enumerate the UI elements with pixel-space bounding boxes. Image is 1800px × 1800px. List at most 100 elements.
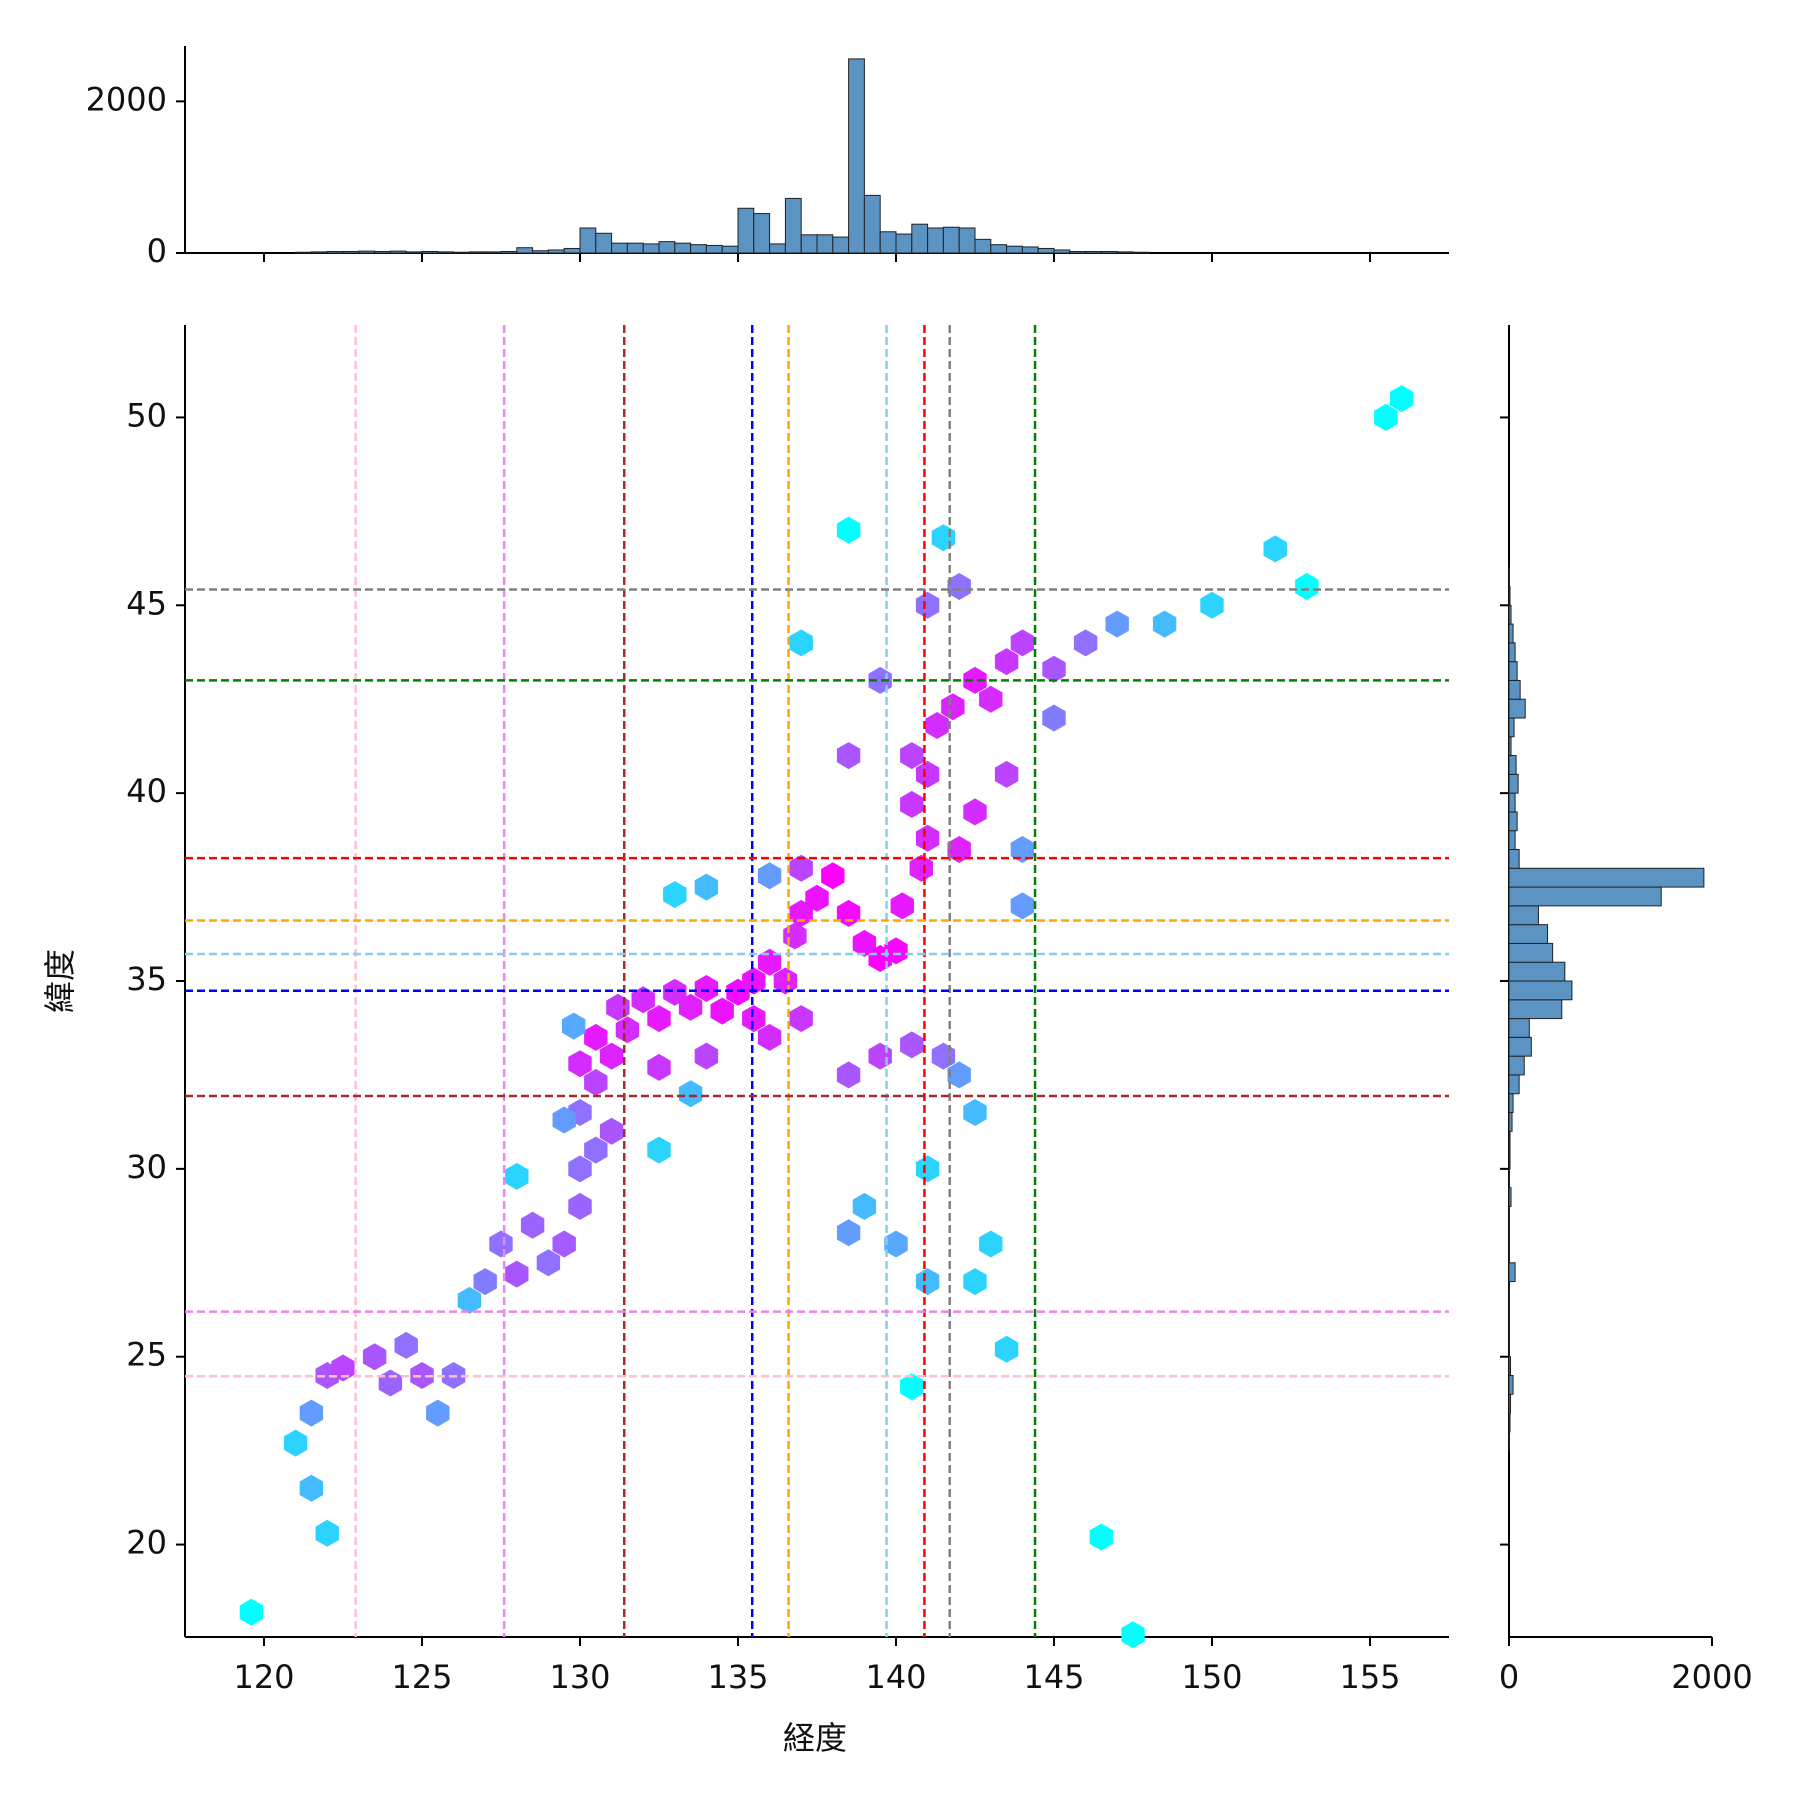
hexbin-cell xyxy=(599,1117,624,1145)
hexbin-cell xyxy=(1010,892,1035,920)
hexbin-cell xyxy=(378,1369,403,1397)
hexbin-cell xyxy=(994,760,1019,788)
hexbin-cell xyxy=(584,1068,608,1096)
histogram-bar xyxy=(579,227,597,254)
hexbin-cell xyxy=(915,1268,940,1296)
histogram-bar xyxy=(1116,251,1134,254)
hexbin-cell xyxy=(299,1399,324,1427)
histogram-bar xyxy=(674,242,692,254)
hexbin-cell xyxy=(868,1042,892,1070)
hexbin-cell xyxy=(947,1061,971,1089)
hexbin-cell xyxy=(694,975,719,1002)
histogram-bar xyxy=(1508,1149,1511,1170)
histogram-bar xyxy=(1508,755,1517,775)
hexbin-cell xyxy=(315,1519,339,1547)
hexbin-cell xyxy=(615,1016,640,1044)
y-tick-label: 50 xyxy=(126,396,167,434)
histogram-bar xyxy=(1508,811,1518,832)
histogram-bar xyxy=(1508,792,1516,813)
histogram-bar xyxy=(437,251,455,254)
hexbin-cell xyxy=(931,1042,956,1070)
x-tick-label: 130 xyxy=(549,1658,610,1696)
hexbin-cell xyxy=(1105,610,1129,638)
histogram-bar xyxy=(626,242,644,254)
hexbin-cell xyxy=(552,1230,576,1258)
hexbin-cell xyxy=(562,1012,586,1040)
hexbin-cell xyxy=(836,1219,861,1247)
histogram-bar xyxy=(705,244,723,254)
hexbin-cell xyxy=(505,1260,529,1288)
hexbin-cell xyxy=(963,1268,987,1296)
hexbin-cell xyxy=(678,993,703,1021)
hexbin-cell xyxy=(994,1335,1019,1363)
histogram-bar xyxy=(784,197,802,254)
hexbin-cell xyxy=(647,1053,671,1081)
hexbin-cell xyxy=(239,1598,264,1626)
histogram-bar xyxy=(374,250,391,254)
hexbin-cell xyxy=(394,1331,418,1359)
histogram-bar xyxy=(863,194,881,254)
histogram-bar xyxy=(1508,661,1518,681)
y-tick-label: 40 xyxy=(126,772,167,810)
hexbin-cell xyxy=(947,836,971,863)
histogram-bar xyxy=(484,251,502,254)
hexbin-cell xyxy=(606,993,630,1021)
hexbin-cell xyxy=(299,1474,324,1502)
histogram-bar xyxy=(816,234,834,254)
hexbin-cell xyxy=(457,1286,482,1314)
hexbin-cell xyxy=(1073,629,1098,657)
hexbin-cell xyxy=(757,862,782,890)
hexbin-cell xyxy=(426,1399,450,1427)
hexbin-cell xyxy=(584,1023,608,1051)
hexbin-cell xyxy=(1295,573,1319,600)
x-tick-label: 2000 xyxy=(1671,1658,1752,1696)
histogram-bar xyxy=(958,227,976,254)
histogram-bar xyxy=(1508,1036,1532,1057)
histogram-bar xyxy=(1508,1168,1511,1189)
histogram-bar xyxy=(1508,848,1520,869)
histogram-bar xyxy=(342,250,360,254)
hexbin-cell xyxy=(909,854,933,882)
hexbin-cell xyxy=(915,760,940,788)
x-tick-label: 140 xyxy=(865,1658,926,1696)
histogram-bar xyxy=(1508,1337,1511,1358)
hexbin-cell xyxy=(884,1230,908,1258)
histogram-bar xyxy=(1508,1130,1511,1151)
hexbin-cell xyxy=(647,1005,671,1033)
hexbin-cell xyxy=(568,1192,592,1220)
histogram-bar xyxy=(879,231,897,254)
y-axis-label: 緯度 xyxy=(41,949,79,1013)
histogram-bar xyxy=(500,250,518,254)
histogram-bar xyxy=(832,236,850,254)
hexbin-cell xyxy=(915,591,940,619)
hexbin-cell xyxy=(742,967,766,995)
y-tick-label: 45 xyxy=(126,584,167,622)
histogram-bar xyxy=(1508,1018,1530,1038)
hexbin-cell xyxy=(757,948,782,976)
histogram-bar xyxy=(532,250,549,254)
hexbin-cell xyxy=(599,1042,624,1070)
histogram-bar xyxy=(326,250,344,254)
histogram-bar xyxy=(1508,1412,1511,1433)
hexbin-cell xyxy=(852,929,877,957)
x-axis-label: 経度 xyxy=(783,1719,847,1757)
hexbin-cell xyxy=(900,1373,924,1401)
hexbin-cell xyxy=(947,573,971,600)
hexbin-cell xyxy=(283,1429,308,1457)
y-tick-label: 20 xyxy=(126,1524,167,1562)
histogram-bar xyxy=(563,247,581,254)
histogram-bar xyxy=(1508,642,1516,663)
hexbin-cell xyxy=(678,1080,703,1108)
histogram-bar xyxy=(1508,1112,1513,1132)
histogram-bar xyxy=(453,251,470,254)
histogram-bar xyxy=(1508,830,1516,850)
histogram-bar xyxy=(1508,736,1512,757)
hexbin-cell xyxy=(631,986,655,1014)
hexbin-cell xyxy=(520,1211,545,1239)
histogram-bar xyxy=(800,234,818,254)
hexbin-cell xyxy=(789,899,813,927)
histogram-bar xyxy=(721,245,739,254)
hexbin-cell xyxy=(568,1050,592,1078)
hexbin-cell xyxy=(789,854,813,882)
y-tick-label: 35 xyxy=(126,960,167,998)
